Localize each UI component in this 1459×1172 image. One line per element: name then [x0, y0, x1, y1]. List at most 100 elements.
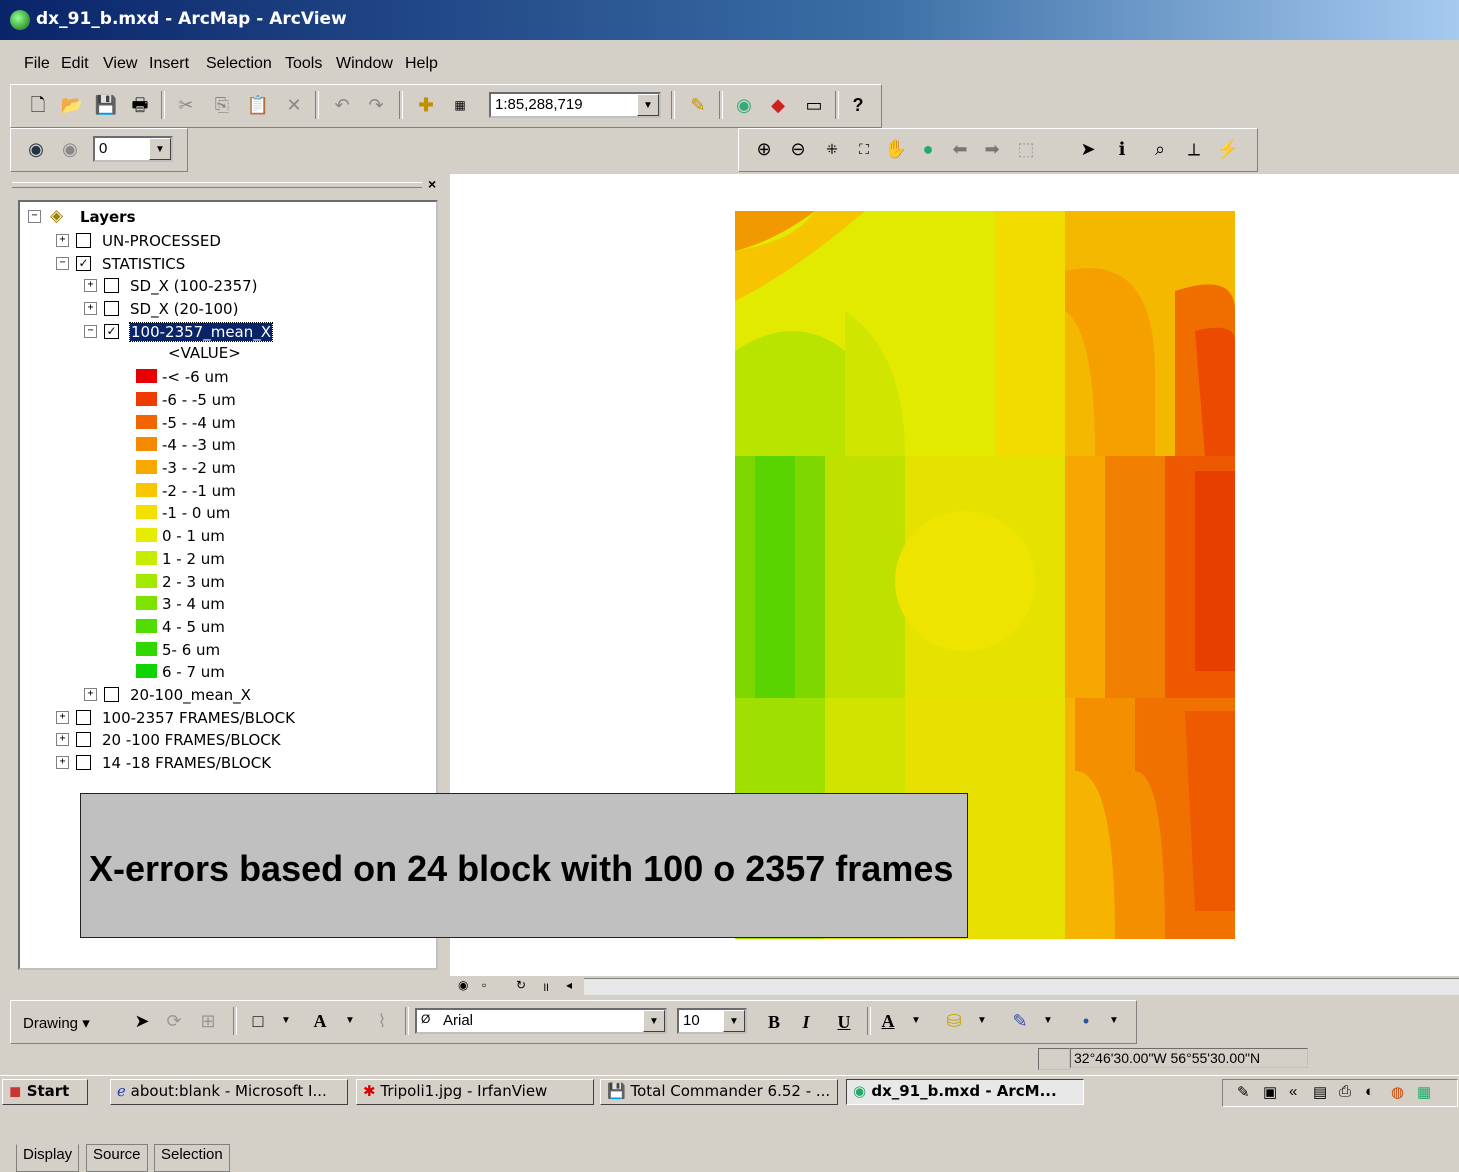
zoom-out-icon[interactable]: ⊖ [790, 139, 806, 159]
layer-checkbox[interactable]: ✓ [76, 255, 91, 271]
new-icon[interactable]: 🗋 [30, 95, 46, 115]
layer-checkbox[interactable]: ✓ [104, 323, 119, 339]
layout-view-icon[interactable]: ▫ [482, 978, 487, 992]
italic-button[interactable]: I [802, 1012, 810, 1032]
menu-help[interactable]: Help [405, 55, 438, 72]
menu-edit[interactable]: Edit [61, 55, 89, 72]
layer-checkbox[interactable] [104, 687, 119, 702]
expand-icon[interactable]: + [84, 688, 97, 701]
select-elements-icon[interactable]: ➤ [1080, 139, 1096, 159]
collapse-icon[interactable]: − [56, 256, 69, 270]
chevron-down-icon[interactable]: ▼ [637, 94, 659, 116]
collapse-icon[interactable]: − [28, 210, 41, 223]
tray-app-icon[interactable]: ▣ [1263, 1084, 1278, 1101]
chevron-down-icon[interactable]: ▼ [149, 138, 171, 160]
editor-icon[interactable]: ✎ [690, 95, 706, 115]
flicker-icon[interactable]: ◉ [62, 139, 78, 159]
font-combo[interactable]: Ø Arial ▼ [415, 1008, 667, 1034]
bold-button[interactable]: B [767, 1012, 780, 1032]
toolbox-icon[interactable]: ◆ [771, 95, 785, 115]
tab-source[interactable]: Source [86, 1144, 148, 1172]
full-extent-icon[interactable]: ● [922, 139, 934, 159]
expand-icon[interactable]: + [84, 302, 97, 316]
chevron-down-icon[interactable]: ▼ [281, 1015, 291, 1026]
layer-checkbox[interactable] [76, 233, 91, 248]
expand-tray-icon[interactable]: « [1289, 1083, 1298, 1100]
fixed-zoom-in-icon[interactable]: ⁜ [826, 141, 838, 157]
menu-file[interactable]: File [24, 55, 50, 72]
open-icon[interactable]: 📂 [60, 95, 84, 115]
printer-icon[interactable]: ⎙ [1339, 1083, 1352, 1100]
chevron-down-icon[interactable]: ▼ [977, 1015, 987, 1026]
layer-checkbox[interactable] [104, 301, 119, 317]
scale-icon[interactable]: ▦ [454, 98, 466, 112]
menu-window[interactable]: Window [336, 55, 393, 72]
forward-icon[interactable]: ➡ [984, 139, 1000, 159]
expand-icon[interactable]: + [84, 279, 97, 293]
expand-icon[interactable]: + [56, 234, 69, 247]
swipe-icon[interactable]: ◉ [28, 139, 44, 159]
chevron-down-icon[interactable]: ▼ [345, 1015, 355, 1026]
print-icon[interactable]: 🖶 [131, 95, 149, 115]
pause-icon[interactable]: ॥ [542, 980, 550, 994]
connection-icon[interactable]: ▦ [1417, 1084, 1432, 1101]
transparency-combo[interactable]: 0 ▼ [93, 136, 173, 162]
chevron-down-icon[interactable]: ▼ [1043, 1015, 1053, 1026]
layer-checkbox[interactable] [76, 732, 91, 748]
rotate-icon[interactable]: ⟳ [166, 1011, 182, 1031]
font-color-icon[interactable]: A [881, 1011, 895, 1031]
menu-selection[interactable]: Selection [206, 55, 272, 72]
measure-icon[interactable]: ⟂ [1187, 139, 1200, 159]
help-icon[interactable]: ? [852, 95, 864, 115]
menu-insert[interactable]: Insert [149, 55, 190, 72]
edit-vertices-icon[interactable]: ⌇ [377, 1011, 387, 1031]
chevron-down-icon[interactable]: ▼ [723, 1010, 745, 1032]
caption-box[interactable]: X-errors based on 24 block with 100 o 23… [80, 793, 968, 938]
text-icon[interactable]: A [313, 1011, 327, 1031]
redo-icon[interactable]: ↷ [368, 95, 384, 115]
layer-checkbox[interactable] [76, 755, 91, 771]
arctoolbox-icon[interactable]: ◉ [736, 95, 752, 115]
collapse-icon[interactable]: − [84, 324, 97, 338]
copy-icon[interactable]: ⎘ [214, 95, 230, 115]
select-features-icon[interactable]: ⬚ [1017, 139, 1035, 159]
marker-color-icon[interactable]: • [1082, 1011, 1090, 1031]
line-color-icon[interactable]: ✎ [1012, 1011, 1028, 1031]
menu-view[interactable]: View [103, 55, 138, 72]
scroll-left-icon[interactable]: ◂ [566, 978, 573, 992]
cut-icon[interactable]: ✂ [178, 95, 194, 115]
hyperlink-icon[interactable]: ⚡ [1216, 139, 1240, 159]
volume-icon[interactable]: ◐ [1365, 1083, 1375, 1100]
task-total-commander[interactable]: 💾 Total Commander 6.52 - ... [600, 1079, 838, 1105]
zoom-in-icon[interactable]: ⊕ [756, 139, 772, 159]
tab-display[interactable]: Display [16, 1144, 80, 1172]
expand-icon[interactable]: + [56, 733, 69, 747]
expand-icon[interactable]: + [56, 756, 69, 770]
tab-selection[interactable]: Selection [154, 1144, 230, 1172]
close-icon[interactable]: × [428, 176, 437, 192]
fixed-zoom-out-icon[interactable]: ⛶ [859, 141, 869, 157]
delete-icon[interactable]: ✕ [286, 95, 302, 115]
chevron-down-icon[interactable]: ▼ [643, 1010, 665, 1032]
add-data-icon[interactable]: ✚ [418, 95, 434, 115]
pen-icon[interactable]: ✎ [1237, 1084, 1250, 1101]
network-icon[interactable]: ▤ [1313, 1084, 1328, 1101]
fill-color-icon[interactable]: ⛁ [946, 1011, 962, 1031]
paste-icon[interactable]: 📋 [246, 95, 270, 115]
rectangle-icon[interactable]: □ [252, 1011, 264, 1031]
task-arcmap[interactable]: ◉ dx_91_b.mxd - ArcM... [846, 1079, 1084, 1105]
menu-tools[interactable]: Tools [285, 55, 323, 72]
task-ie[interactable]: ℯ about:blank - Microsoft I... [110, 1079, 348, 1105]
horizontal-scrollbar[interactable] [584, 978, 1459, 995]
chevron-down-icon[interactable]: ▼ [1109, 1015, 1119, 1026]
antivirus-icon[interactable]: ◍ [1391, 1084, 1405, 1101]
underline-button[interactable]: U [837, 1012, 851, 1032]
window-icon[interactable]: ▭ [805, 95, 823, 115]
identify-icon[interactable]: ℹ [1118, 139, 1126, 159]
pan-icon[interactable]: ✋ [884, 139, 908, 159]
task-irfanview[interactable]: ✱ Tripoli1.jpg - IrfanView [356, 1079, 594, 1105]
layer-checkbox[interactable] [104, 278, 119, 294]
drawing-menu[interactable]: Drawing ▾ [23, 1015, 90, 1032]
save-icon[interactable]: 💾 [94, 95, 118, 115]
back-icon[interactable]: ⬅ [952, 139, 968, 159]
